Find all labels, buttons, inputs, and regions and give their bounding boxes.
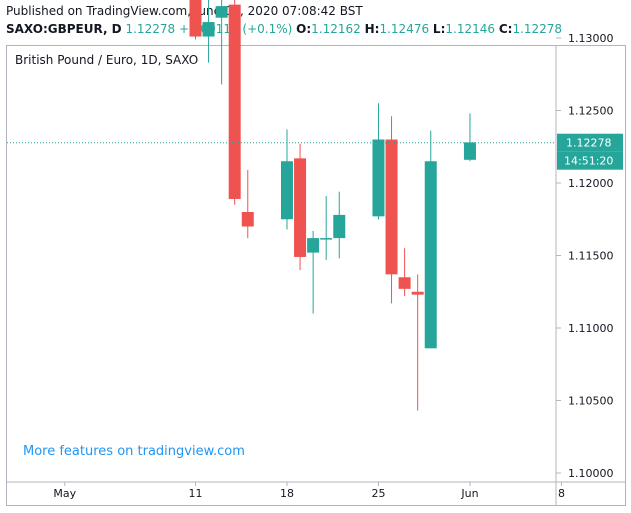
x-tick-label: May: [53, 487, 76, 500]
y-tick-label: 1.10500: [568, 395, 614, 408]
price-tag-label: 1.12278: [566, 137, 612, 150]
candle-body: [228, 4, 241, 199]
low-label: L:: [432, 22, 446, 36]
candle-body: [202, 22, 215, 37]
y-tick-label: 1.11500: [568, 250, 614, 263]
y-tick-label: 1.12000: [568, 177, 614, 190]
promo-link[interactable]: More features on tradingview.com: [23, 444, 245, 459]
candle-body: [398, 277, 411, 289]
candle-body: [215, 6, 228, 18]
published-caption: Published on TradingView.com, June 02, 2…: [6, 4, 363, 18]
y-tick-label: 1.11000: [568, 322, 614, 335]
close-value: 1.12278: [512, 22, 563, 36]
low-value: 1.12146: [445, 22, 495, 36]
y-tick-label: 1.12500: [568, 105, 614, 118]
x-tick-label: 18: [280, 487, 294, 500]
countdown-label: 14:51:20: [564, 155, 613, 168]
x-tick-label: 11: [188, 487, 202, 500]
price-tag-box: [557, 133, 623, 152]
x-tick-label: Jun: [460, 487, 478, 500]
open-label: O:: [296, 22, 312, 36]
candle-body: [189, 0, 202, 37]
last-price: 1.12278: [125, 22, 176, 36]
open-value: 1.12162: [311, 22, 361, 36]
candle-body: [333, 214, 346, 239]
candle-body: [241, 212, 254, 227]
y-tick-label: 1.10000: [568, 467, 614, 480]
symbol-label[interactable]: SAXO:GBPEUR, D: [6, 22, 122, 36]
close-label: C:: [498, 22, 513, 36]
high-label: H:: [364, 22, 380, 36]
high-value: 1.12476: [379, 22, 430, 36]
candle-body: [463, 142, 476, 160]
countdown-box: [557, 151, 623, 170]
candle-body: [424, 161, 437, 349]
candle-body: [385, 139, 398, 275]
candle-body: [411, 291, 424, 295]
y-tick-label: 1.13000: [568, 32, 614, 45]
x-tick-label: 8: [558, 487, 565, 500]
candle-body: [280, 161, 293, 220]
candle-body: [294, 158, 307, 257]
candle-body: [372, 139, 385, 217]
chart-title: British Pound / Euro, 1D, SAXO: [15, 53, 199, 67]
candle-body: [320, 238, 333, 240]
x-tick-label: 25: [371, 487, 385, 500]
chart-frame[interactable]: [6, 45, 626, 506]
candle-body: [307, 238, 320, 253]
